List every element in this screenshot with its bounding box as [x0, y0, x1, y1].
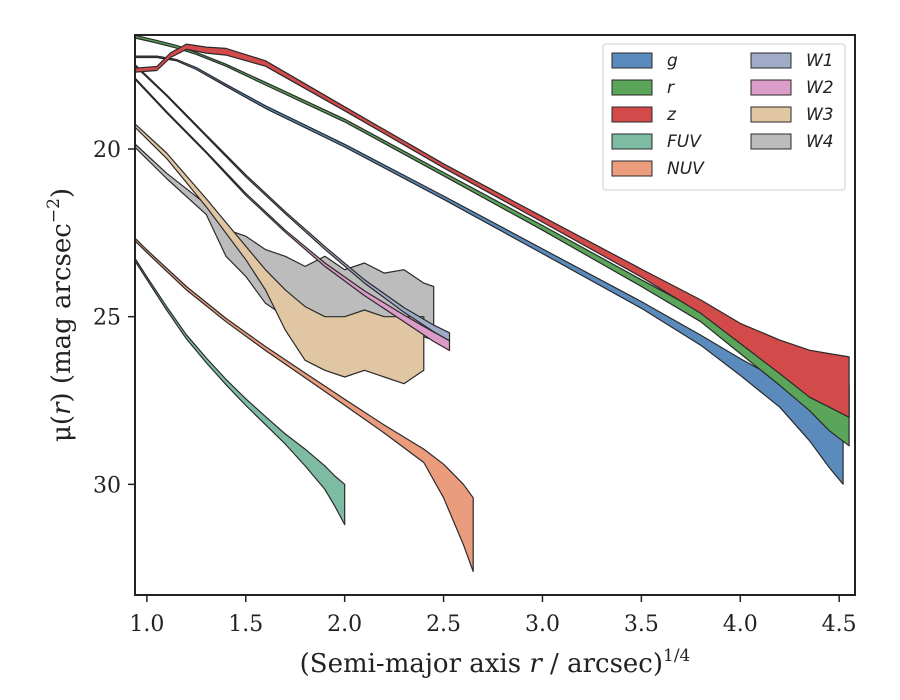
legend: grz FUV NUV W1 W2 W3 W4	[602, 43, 846, 191]
y-tick-label: 25	[93, 306, 121, 331]
legend-label-fuv: FUV	[667, 132, 702, 152]
band-z	[134, 43, 850, 418]
y-tick-label: 20	[93, 138, 121, 163]
x-tick-label: 4.0	[723, 612, 758, 637]
legend-label-z: z	[666, 105, 677, 125]
legend-swatch-z	[611, 106, 653, 123]
legend-label-w3: W3	[806, 105, 834, 125]
band-w1	[134, 63, 451, 342]
legend-swatch-w2	[750, 79, 792, 96]
legend-swatch-fuv	[611, 133, 653, 150]
legend-items: grz FUV NUV W1 W2 W3 W4	[611, 51, 834, 179]
legend-label-w1: W1	[806, 51, 834, 71]
legend-label-g: g	[667, 51, 678, 71]
x-tick-label: 2.0	[327, 612, 362, 637]
legend-swatch-g	[611, 52, 653, 69]
legend-swatch-nuv	[611, 160, 653, 177]
band-fuv	[134, 257, 346, 526]
band-nuv	[134, 237, 474, 573]
legend-swatch-w4	[750, 133, 792, 150]
legend-label-r: r	[667, 78, 675, 98]
band-g	[134, 55, 844, 485]
profile-bands	[134, 34, 850, 573]
x-tick-label: 3.0	[525, 612, 560, 637]
x-axis-ticks: 1.0 1.5 2.0 2.5 3.0 3.5 4.0 4.5	[129, 595, 857, 637]
y-axis-label: μ(r) (mag arcsec−2)	[44, 188, 77, 442]
x-tick-label: 4.5	[822, 612, 857, 637]
band-w2	[134, 77, 451, 352]
x-tick-label: 1.0	[129, 612, 164, 637]
plot-frame	[134, 34, 856, 596]
x-tick-label: 3.5	[624, 612, 659, 637]
y-tick-label: 30	[93, 473, 121, 498]
y-axis-ticks: 20 25 30	[93, 138, 135, 498]
x-tick-label: 1.5	[228, 612, 263, 637]
legend-label-nuv: NUV	[667, 159, 705, 179]
x-tick-label: 2.5	[426, 612, 461, 637]
legend-swatch-w3	[750, 106, 792, 123]
x-axis-label: (Semi-major axis r / arcsec)1/4	[300, 646, 691, 679]
legend-swatch-r	[611, 79, 653, 96]
legend-label-w2: W2	[806, 78, 834, 98]
band-r	[134, 34, 850, 447]
legend-swatch-w1	[750, 52, 792, 69]
band-w3	[134, 123, 425, 385]
legend-label-w4: W4	[806, 132, 834, 152]
